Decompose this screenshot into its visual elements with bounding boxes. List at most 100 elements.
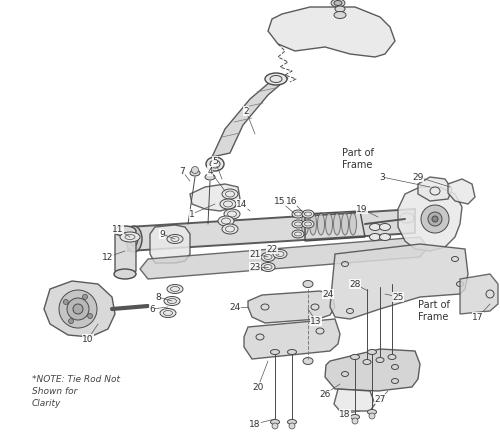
Ellipse shape	[350, 213, 356, 236]
Polygon shape	[212, 79, 288, 158]
Ellipse shape	[350, 414, 360, 420]
Text: Part of
Frame: Part of Frame	[418, 299, 450, 321]
Text: 4: 4	[207, 167, 213, 176]
Ellipse shape	[292, 211, 304, 219]
Polygon shape	[330, 244, 468, 319]
Ellipse shape	[220, 200, 236, 209]
Text: 20: 20	[252, 383, 264, 392]
Text: 27: 27	[374, 395, 386, 403]
Text: 21: 21	[250, 250, 260, 259]
Ellipse shape	[190, 171, 200, 177]
Ellipse shape	[363, 360, 371, 365]
Ellipse shape	[334, 12, 346, 19]
Ellipse shape	[289, 423, 295, 429]
Ellipse shape	[64, 300, 68, 305]
Text: 19: 19	[356, 205, 368, 214]
Ellipse shape	[369, 413, 375, 419]
Ellipse shape	[334, 1, 342, 7]
Text: 14: 14	[236, 200, 248, 209]
Text: 3: 3	[379, 173, 385, 182]
Ellipse shape	[428, 212, 442, 226]
Ellipse shape	[318, 213, 324, 236]
Ellipse shape	[224, 209, 240, 219]
Ellipse shape	[222, 190, 238, 200]
Text: 12: 12	[102, 253, 114, 262]
Polygon shape	[244, 319, 340, 359]
Text: 11: 11	[112, 225, 124, 234]
Ellipse shape	[288, 350, 296, 355]
Text: 16: 16	[286, 197, 298, 206]
Ellipse shape	[270, 350, 280, 355]
Text: 29: 29	[412, 173, 424, 182]
Text: *NOTE: Tie Rod Not
Shown for
Clarity: *NOTE: Tie Rod Not Shown for Clarity	[32, 374, 120, 406]
Ellipse shape	[288, 420, 296, 424]
Ellipse shape	[380, 224, 390, 231]
Ellipse shape	[368, 410, 376, 414]
Polygon shape	[398, 187, 462, 251]
Ellipse shape	[88, 314, 92, 319]
Text: 7: 7	[179, 167, 185, 176]
Ellipse shape	[302, 220, 314, 229]
Ellipse shape	[310, 213, 316, 236]
Ellipse shape	[302, 211, 314, 219]
Ellipse shape	[326, 213, 332, 236]
Ellipse shape	[68, 319, 73, 324]
Text: 17: 17	[472, 313, 484, 322]
Text: 8: 8	[155, 293, 161, 302]
Text: 26: 26	[320, 390, 330, 399]
Ellipse shape	[376, 358, 384, 363]
Ellipse shape	[334, 213, 340, 236]
Ellipse shape	[126, 226, 142, 252]
Ellipse shape	[302, 213, 308, 236]
Ellipse shape	[400, 213, 414, 223]
Polygon shape	[418, 177, 452, 201]
Ellipse shape	[421, 205, 449, 233]
Ellipse shape	[303, 358, 313, 365]
Ellipse shape	[272, 423, 278, 429]
Ellipse shape	[59, 290, 97, 328]
Text: 6: 6	[149, 305, 155, 314]
Ellipse shape	[114, 226, 136, 237]
Ellipse shape	[261, 253, 275, 262]
Ellipse shape	[432, 216, 438, 223]
Polygon shape	[248, 291, 335, 323]
Ellipse shape	[368, 350, 376, 355]
Ellipse shape	[167, 285, 183, 294]
Ellipse shape	[335, 7, 345, 13]
Text: Part of
Frame: Part of Frame	[342, 148, 374, 169]
Ellipse shape	[270, 420, 280, 424]
Ellipse shape	[342, 213, 348, 236]
Ellipse shape	[292, 220, 304, 229]
Polygon shape	[140, 237, 428, 279]
Polygon shape	[460, 274, 498, 314]
Text: 9: 9	[159, 230, 165, 239]
Ellipse shape	[380, 234, 390, 241]
Polygon shape	[44, 281, 115, 337]
Ellipse shape	[331, 0, 345, 8]
Polygon shape	[268, 8, 395, 58]
Text: 25: 25	[392, 293, 404, 302]
Polygon shape	[334, 389, 375, 411]
Ellipse shape	[218, 216, 234, 226]
Ellipse shape	[67, 298, 89, 320]
Text: 24: 24	[322, 290, 334, 299]
Text: 18: 18	[339, 410, 351, 419]
Text: 13: 13	[310, 317, 322, 326]
Ellipse shape	[388, 355, 396, 360]
Polygon shape	[150, 226, 190, 263]
Text: 5: 5	[212, 157, 218, 166]
Text: 22: 22	[266, 245, 278, 254]
Ellipse shape	[261, 263, 275, 272]
Ellipse shape	[303, 281, 313, 288]
Ellipse shape	[292, 230, 304, 238]
Ellipse shape	[273, 250, 287, 259]
Ellipse shape	[350, 355, 360, 360]
Ellipse shape	[222, 225, 238, 234]
Polygon shape	[115, 231, 136, 274]
Ellipse shape	[73, 304, 83, 314]
Text: 23: 23	[250, 263, 260, 272]
Ellipse shape	[265, 74, 287, 86]
Polygon shape	[128, 209, 415, 251]
Ellipse shape	[370, 234, 380, 241]
Polygon shape	[448, 180, 475, 205]
